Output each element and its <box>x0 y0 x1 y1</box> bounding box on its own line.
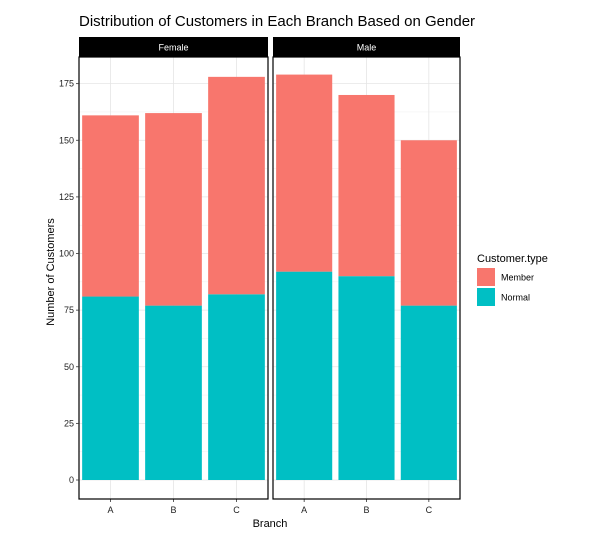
bar-member-female-c <box>208 76 265 295</box>
facet-strip <box>273 37 460 57</box>
y-tick-label: 75 <box>64 305 74 315</box>
bar-normal-female-a <box>82 296 139 480</box>
bar-normal-male-c <box>400 305 457 480</box>
facet-panels: Female A B C 0 25 50 75 100 125 150 175 Male A B C <box>59 37 461 515</box>
bar-member-male-b <box>338 94 395 277</box>
facet-panel-male: Male A B C <box>272 37 461 515</box>
panel-border <box>78 56 269 500</box>
legend-key-normal <box>477 288 495 306</box>
bar-normal-female-c <box>208 294 265 480</box>
facet-strip-label: Male <box>357 43 377 53</box>
legend-label-normal: Normal <box>501 293 530 303</box>
facet-strip <box>79 37 268 57</box>
x-axis-title: Branch <box>253 518 288 530</box>
bar-normal-female-b <box>145 305 202 480</box>
bar-normal-male-b <box>338 276 395 480</box>
x-tick-label: B <box>363 505 369 515</box>
legend-key-member <box>477 268 495 286</box>
y-tick-label: 150 <box>59 135 74 145</box>
x-tick-label: B <box>170 505 176 515</box>
bar-normal-male-a <box>276 271 333 480</box>
bar-member-female-b <box>145 113 202 306</box>
facet-panel-female: Female A B C 0 25 50 75 100 125 150 175 <box>59 37 269 515</box>
y-tick-label: 25 <box>64 418 74 428</box>
legend-title: Customer.type <box>477 253 548 265</box>
y-tick-label: 175 <box>59 79 74 89</box>
x-tick-label: C <box>426 505 433 515</box>
y-tick-label: 50 <box>64 362 74 372</box>
x-tick-label: C <box>233 505 240 515</box>
panel-border <box>272 56 461 500</box>
y-tick-label: 125 <box>59 192 74 202</box>
x-tick-label: A <box>107 505 113 515</box>
y-tick-label: 100 <box>59 249 74 259</box>
legend: Customer.type Member Normal <box>477 253 548 306</box>
bar-member-female-a <box>82 115 139 297</box>
chart-title: Distribution of Customers in Each Branch… <box>79 13 475 30</box>
y-tick-label: 0 <box>69 475 74 485</box>
facet-strip-label: Female <box>158 43 188 53</box>
legend-label-member: Member <box>501 273 534 283</box>
bar-member-male-a <box>276 74 333 272</box>
bar-member-male-c <box>400 140 457 306</box>
y-axis-title: Number of Customers <box>45 218 57 326</box>
x-tick-label: A <box>301 505 307 515</box>
